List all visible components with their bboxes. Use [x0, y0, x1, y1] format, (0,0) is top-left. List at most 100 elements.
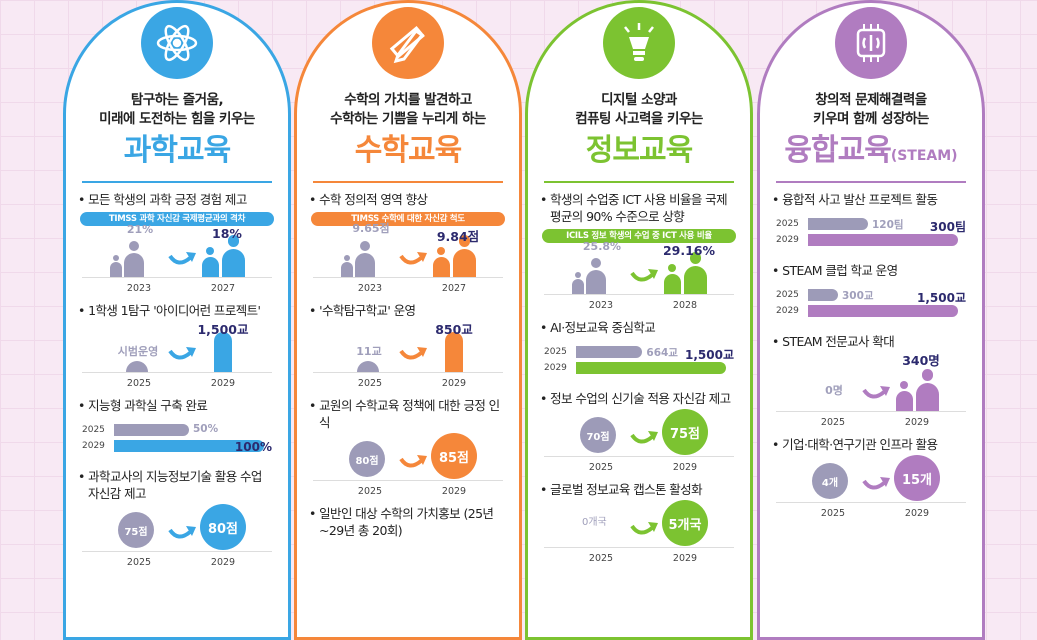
- metric-item: 교원의 수학교육 정책에 대한 긍정 인식 2025 2029 80점 85점: [297, 397, 519, 497]
- person-small-icon: [341, 255, 354, 277]
- arrow-icon: [862, 477, 890, 490]
- from-year: 2023: [588, 300, 614, 311]
- metric-item: 1학생 1탐구 '아이디어런 프로젝트' 2025 2029 시범운영 1,500교: [66, 302, 288, 389]
- to-year: 2029: [904, 417, 930, 428]
- metric-item: 글로벌 정보교육 캡스톤 활성화 2025 2029 0개국 5개국: [528, 481, 750, 564]
- metric-item: '수학탐구학교' 운영 2025 2029 11교 850교: [297, 302, 519, 389]
- arrow-icon: [862, 386, 890, 399]
- bar-from: 2025 664교: [544, 346, 678, 359]
- to-year: 2029: [904, 508, 930, 519]
- metric-item: 정보 수업의 신기술 적용 자신감 제고 2025 2029 70점 75점: [528, 390, 750, 473]
- from-value: 25.8%: [582, 240, 622, 253]
- tall-pillar: [214, 332, 232, 372]
- metric-item: 기업·대학·연구기관 인프라 활용 2025 2029 4개 15개: [760, 436, 982, 519]
- person-icon: [916, 369, 940, 411]
- person-icon: [586, 258, 606, 294]
- divider: [82, 181, 272, 183]
- from-value: 시범운영: [117, 345, 159, 358]
- metric-heading: 수학 정의적 영역 향상: [309, 191, 507, 208]
- metric-heading: 1학생 1탐구 '아이디어런 프로젝트': [78, 302, 276, 319]
- metric-heading: 모든 학생의 과학 긍정 경험 제고: [78, 191, 276, 208]
- metric-heading: 기업·대학·연구기관 인프라 활용: [772, 436, 970, 453]
- to-year: 2028: [672, 300, 698, 311]
- metric-heading: STEAM 클럽 학교 운영: [772, 262, 970, 279]
- arrow-icon: [168, 252, 196, 265]
- divider: [313, 181, 503, 183]
- person-icon: [453, 235, 477, 277]
- small-dome: [357, 361, 379, 372]
- from-year: 2025: [588, 553, 614, 564]
- baseline: [82, 372, 272, 373]
- person-icon: [222, 235, 246, 277]
- to-year: 2029: [672, 553, 698, 564]
- card-science: 탐구하는 즐거움,미래에 도전하는 힘을 키우는 과학교육 모든 학생의 과학 …: [63, 0, 291, 640]
- baseline: [776, 502, 966, 503]
- arrow-icon: [399, 347, 427, 360]
- from-value: 21%: [126, 223, 154, 236]
- from-year: 2025: [357, 378, 383, 389]
- metric-item: 수학 정의적 영역 향상 TIMSS 수학에 대한 자신감 척도 2023 2027 9…: [297, 191, 519, 294]
- to-value: 9.84점: [436, 229, 480, 244]
- bar-from: 2025 120팀: [776, 218, 904, 231]
- atom-icon: [141, 7, 213, 79]
- card-subtitle: 창의적 문제해결력을 키우며 함께 성장하는: [813, 92, 929, 127]
- metric-heading: 학생의 수업중 ICT 사용 비율을 국제 평균의 90% 수준으로 상향: [540, 191, 738, 225]
- from-year: 2025: [820, 417, 846, 428]
- metric-heading: 정보 수업의 신기술 적용 자신감 제고: [540, 390, 738, 407]
- person-icon: [433, 247, 450, 277]
- from-circle: 80점: [349, 441, 385, 477]
- person-icon: [124, 241, 144, 277]
- metric-heading: 글로벌 정보교육 캡스톤 활성화: [540, 481, 738, 498]
- bar-from: 2025 50%: [82, 423, 219, 436]
- card-title: 정보교육: [585, 133, 693, 168]
- pencil-ruler-icon: [372, 7, 444, 79]
- metric-heading: 교원의 수학교육 정책에 대한 긍정 인식: [309, 397, 507, 431]
- to-year: 2029: [210, 557, 236, 568]
- baseline: [544, 547, 734, 548]
- baseline: [82, 551, 272, 552]
- person-icon: [355, 241, 375, 277]
- to-circle: 80점: [200, 504, 246, 550]
- baseline: [313, 277, 503, 278]
- person-icon: [664, 264, 681, 294]
- metric-pill: TIMSS 수학에 대한 자신감 척도: [311, 212, 505, 226]
- baseline: [313, 480, 503, 481]
- to-value: 29.16%: [662, 243, 716, 258]
- arrow-icon: [168, 526, 196, 539]
- bar-to: 2029 1,500교: [544, 348, 734, 374]
- from-year: 2025: [588, 462, 614, 473]
- metric-heading: 융합적 사고 발산 프로젝트 활동: [772, 191, 970, 208]
- to-year: 2029: [210, 378, 236, 389]
- metric-pill: TIMSS 과학 자신감 국제평균과의 격차: [80, 212, 274, 226]
- person-icon: [896, 381, 913, 411]
- from-value: 0개국: [582, 517, 607, 528]
- from-year: 2025: [126, 378, 152, 389]
- to-value: 18%: [212, 226, 242, 241]
- to-year: 2029: [441, 486, 467, 497]
- from-value: 0명: [825, 384, 843, 397]
- to-value: 1,500교: [197, 322, 249, 337]
- to-year: 2027: [441, 283, 467, 294]
- to-year: 2027: [210, 283, 236, 294]
- to-circle: 5개국: [662, 500, 708, 546]
- tall-pillar: [445, 332, 463, 372]
- card-subtitle: 디지털 소양과 컴퓨팅 사고력을 키우는: [575, 92, 703, 127]
- from-year: 2023: [357, 283, 383, 294]
- arrow-icon: [630, 269, 658, 282]
- metric-heading: STEAM 전문교사 확대: [772, 333, 970, 350]
- card-title: 수학교육: [354, 133, 462, 168]
- metric-heading: 일반인 대상 수학의 가치홍보 (25년~29년 총 20회): [309, 505, 507, 539]
- card-title: 융합교육(STEAM): [784, 133, 958, 168]
- metric-heading: 지능형 과학실 구축 완료: [78, 397, 276, 414]
- metric-heading: AI·정보교육 중심학교: [540, 319, 738, 336]
- baseline: [82, 277, 272, 278]
- baseline: [313, 372, 503, 373]
- brain-chip-icon: [835, 7, 907, 79]
- from-circle: 4개: [812, 463, 848, 499]
- baseline: [776, 411, 966, 412]
